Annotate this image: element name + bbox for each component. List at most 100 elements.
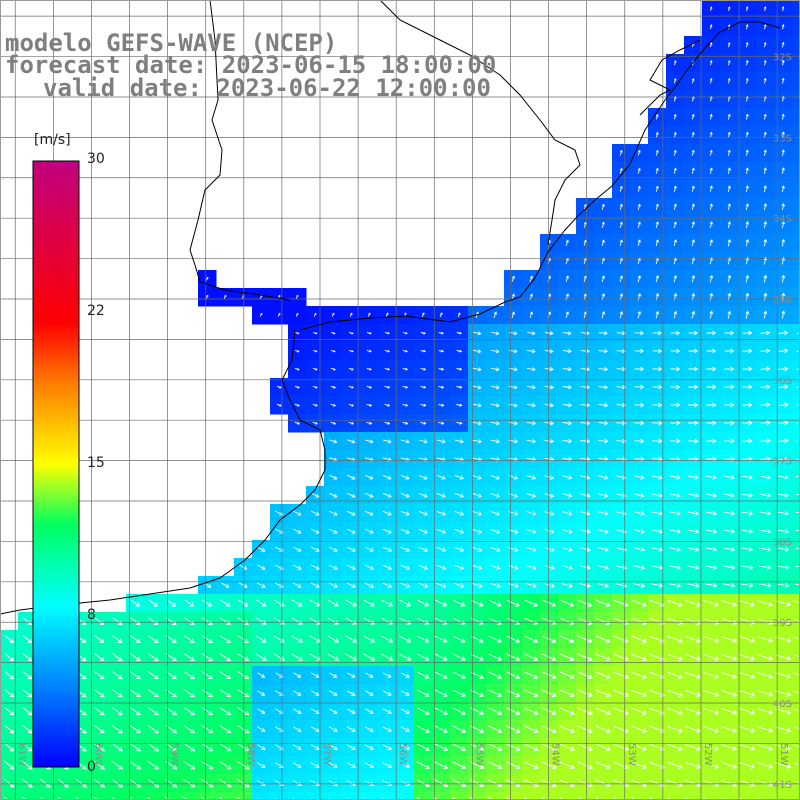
- wind-arrow: [613, 761, 630, 770]
- wind-arrow: [705, 546, 718, 552]
- wind-arrow: [473, 385, 482, 390]
- wind-arrow: [721, 600, 738, 607]
- wind-arrow: [111, 635, 123, 644]
- wind-arrow: [470, 599, 484, 607]
- wind-arrow: [472, 546, 483, 552]
- wind-arrow: [237, 599, 249, 607]
- valid-date: valid date: 2023-06-22 12:00:00: [43, 74, 491, 102]
- wind-arrow: [364, 708, 374, 714]
- wind-arrow: [382, 474, 392, 480]
- wind-arrow: [402, 403, 409, 407]
- wind-arrow: [454, 474, 464, 480]
- wind-arrow: [745, 203, 749, 211]
- wind-arrow: [295, 312, 299, 317]
- wind-arrow: [778, 330, 789, 336]
- wind-arrow: [489, 582, 501, 589]
- wind-arrow: [276, 385, 282, 389]
- wind-arrow: [688, 366, 699, 372]
- wind-arrow: [417, 635, 430, 643]
- wind-arrow: [223, 294, 227, 299]
- wind-arrow: [634, 366, 645, 372]
- wind-arrow: [631, 635, 648, 644]
- wind-arrow: [763, 185, 767, 193]
- wind-arrow: [364, 582, 375, 588]
- wind-arrow: [526, 367, 536, 372]
- wind-arrow: [382, 744, 392, 751]
- wind-arrow: [705, 564, 718, 570]
- wind-arrow: [292, 762, 302, 768]
- wind-arrow: [543, 565, 555, 571]
- wind-arrow: [795, 565, 800, 568]
- wind-arrow: [595, 653, 611, 662]
- wind-arrow: [781, 6, 785, 12]
- wind-arrow: [294, 385, 300, 389]
- wind-arrow: [709, 131, 713, 138]
- wind-arrow: [384, 385, 391, 389]
- wind-arrow: [723, 492, 736, 498]
- wind-arrow: [757, 780, 774, 787]
- wind-arrow: [523, 761, 539, 770]
- wind-arrow: [781, 220, 786, 229]
- wind-arrow: [742, 330, 753, 336]
- wind-arrow: [345, 617, 358, 625]
- wind-arrow: [346, 546, 356, 552]
- wind-arrow: [276, 403, 282, 407]
- wind-arrow: [763, 292, 768, 301]
- latitude-label: 37S: [773, 457, 792, 468]
- wind-arrow: [420, 385, 427, 389]
- wind-arrow: [634, 438, 645, 444]
- wind-arrow: [580, 420, 591, 426]
- colorbar-tick: 8: [87, 607, 96, 623]
- wind-arrow: [652, 438, 663, 444]
- wind-speed-cell: [792, 666, 800, 685]
- wind-arrow: [313, 312, 317, 317]
- wind-arrow: [22, 670, 33, 680]
- wind-arrow: [745, 149, 749, 156]
- wind-arrow: [111, 760, 124, 770]
- wind-arrow: [418, 474, 428, 480]
- wind-arrow: [470, 653, 484, 661]
- wind-arrow: [727, 221, 731, 229]
- wind-arrow: [385, 312, 389, 317]
- wind-arrow: [255, 653, 267, 661]
- wind-arrow: [526, 529, 537, 534]
- wind-arrow: [757, 654, 774, 661]
- wind-arrow: [236, 778, 250, 788]
- wind-arrow: [402, 349, 408, 353]
- wind-arrow: [703, 780, 720, 787]
- wind-speed-cell: [792, 126, 800, 145]
- wind-arrow: [724, 420, 735, 426]
- wind-arrow: [256, 780, 266, 786]
- wind-arrow: [452, 707, 466, 715]
- wind-arrow: [273, 653, 285, 661]
- wind-arrow: [667, 743, 684, 751]
- wind-arrow: [438, 331, 444, 335]
- wind-arrow: [742, 366, 753, 372]
- wind-arrow: [470, 635, 484, 643]
- wind-arrow: [541, 797, 548, 800]
- wind-arrow: [491, 331, 500, 336]
- wind-arrow: [3, 760, 15, 770]
- wind-arrow: [655, 275, 660, 283]
- wind-arrow: [310, 726, 320, 732]
- longitude-label: 61W: [16, 743, 27, 766]
- wind-arrow: [382, 726, 392, 732]
- wind-arrow: [619, 257, 623, 265]
- wind-arrow: [688, 402, 699, 408]
- wind-arrow: [165, 760, 178, 770]
- wind-arrow: [382, 690, 392, 696]
- wind-speed-cell: [792, 234, 800, 253]
- wind-arrow: [93, 653, 105, 662]
- wind-arrow: [613, 671, 630, 680]
- wind-arrow: [94, 635, 105, 644]
- wind-arrow: [400, 474, 410, 480]
- wind-arrow: [691, 185, 695, 192]
- wind-arrow: [364, 564, 375, 570]
- wind-arrow: [763, 41, 767, 48]
- wind-arrow: [669, 583, 682, 589]
- wind-arrow: [452, 761, 467, 770]
- wind-arrow: [777, 420, 789, 426]
- wind-arrow: [183, 653, 195, 661]
- wind-arrow: [759, 438, 771, 444]
- wind-arrow: [619, 310, 624, 319]
